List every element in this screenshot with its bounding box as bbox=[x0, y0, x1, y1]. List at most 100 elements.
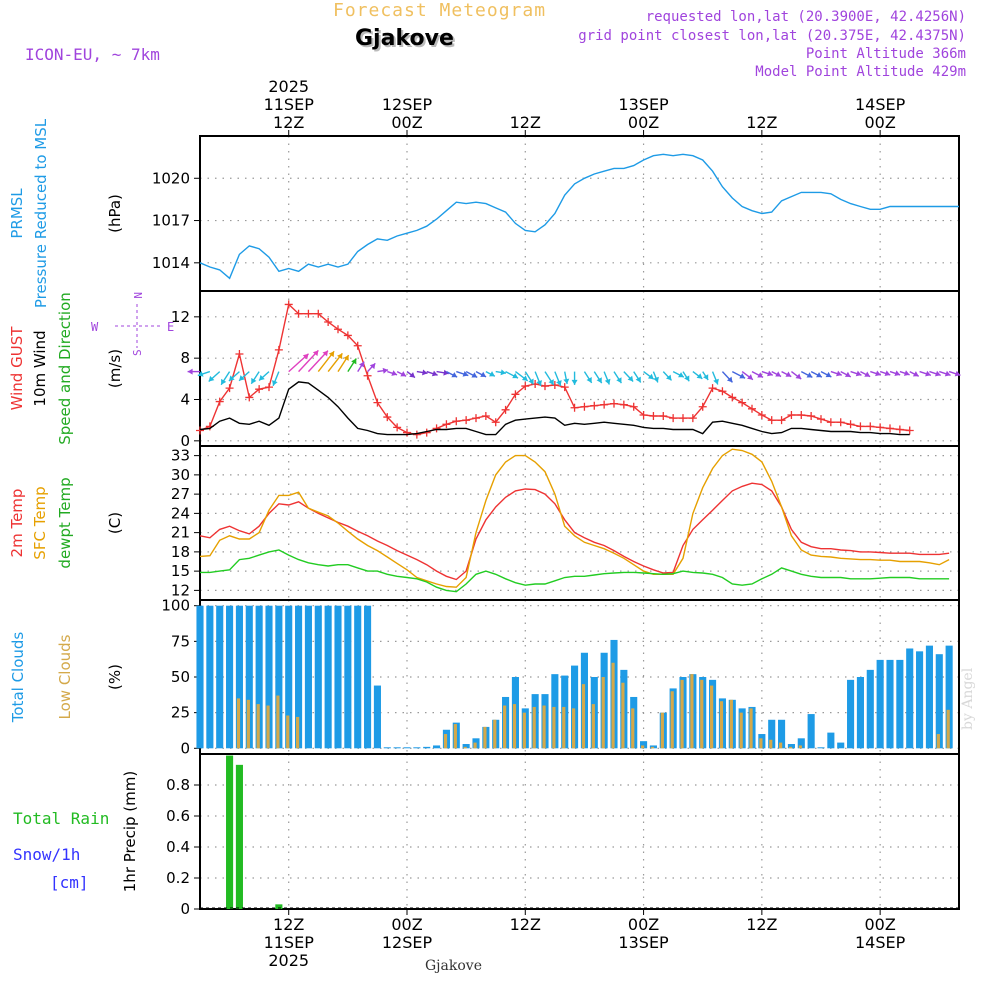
side-label: Low Clouds bbox=[56, 634, 74, 719]
total-cloud-bar bbox=[285, 605, 293, 749]
wind-arrow-head bbox=[302, 353, 309, 360]
gust-marker bbox=[748, 404, 756, 413]
wind-arrow-head bbox=[875, 370, 881, 377]
y-tick-label: 75 bbox=[171, 632, 190, 650]
total-cloud-bar bbox=[817, 747, 825, 749]
wind-arrow-head bbox=[443, 369, 449, 376]
y-tick-label: 0.6 bbox=[166, 807, 190, 825]
total-cloud-bar bbox=[778, 719, 786, 749]
low-cloud-bar bbox=[296, 716, 300, 749]
x-tick-label-top: 12SEP bbox=[382, 95, 433, 114]
wind-arrow-head bbox=[400, 371, 407, 377]
total-cloud-bar bbox=[876, 659, 884, 749]
model-label: ICON-EU, ~ 7km bbox=[25, 45, 160, 64]
wind-arrow-head bbox=[328, 351, 335, 358]
gust-marker bbox=[600, 400, 609, 409]
wind-arrow-head bbox=[684, 375, 690, 382]
total-cloud-bar bbox=[640, 741, 648, 749]
low-cloud-bar bbox=[621, 682, 625, 749]
x-tick-label-bottom: 12Z bbox=[510, 915, 541, 934]
wind-arrow-head bbox=[359, 361, 365, 368]
gust-marker bbox=[284, 300, 293, 309]
x-tick-label-top: 13SEP bbox=[618, 95, 669, 114]
wind-arrow-head bbox=[954, 370, 961, 377]
low-cloud-bar bbox=[670, 691, 674, 749]
series-line-10m-wind bbox=[199, 381, 910, 436]
total-cloud-bar bbox=[196, 605, 204, 749]
total-cloud-bar bbox=[373, 685, 381, 749]
wind-arrow-head bbox=[795, 373, 802, 380]
side-label: PRMSL bbox=[8, 188, 26, 239]
low-cloud-bar bbox=[739, 712, 743, 749]
low-cloud-bar bbox=[581, 684, 586, 749]
wind-arrow-head bbox=[369, 363, 376, 370]
wind-arrow-head bbox=[739, 373, 746, 379]
low-cloud-bar bbox=[493, 719, 497, 749]
y-tick-label: 25 bbox=[171, 704, 190, 722]
x-tick-label-top: 00Z bbox=[864, 113, 895, 132]
gust-marker bbox=[570, 403, 579, 412]
side-label: Snow/1h bbox=[13, 845, 80, 864]
requested-coords: requested lon,lat (20.3900E, 42.4256N) bbox=[645, 9, 966, 25]
total-cloud-bar bbox=[344, 605, 352, 749]
y-axis-label: (m/s) bbox=[106, 349, 124, 388]
series-line-sfc-temp bbox=[199, 448, 950, 588]
y-tick-label: 12 bbox=[171, 308, 190, 326]
x-tick-label-bottom: 00Z bbox=[628, 915, 659, 934]
total-cloud-bar bbox=[797, 738, 805, 749]
gust-marker bbox=[846, 420, 855, 429]
wind-arrow-head bbox=[548, 379, 554, 386]
gust-marker bbox=[343, 331, 352, 340]
wind-arrow-head bbox=[903, 370, 910, 376]
y-axis-label: (%) bbox=[106, 664, 124, 690]
wind-arrow-head bbox=[825, 371, 832, 378]
total-cloud-bar bbox=[423, 746, 431, 749]
y-tick-label: 100 bbox=[161, 597, 190, 615]
gust-marker bbox=[777, 416, 786, 425]
gust-marker bbox=[698, 402, 707, 411]
wind-arrow-head bbox=[322, 350, 328, 357]
wind-arrow-head bbox=[713, 378, 719, 385]
location-title: Gjakove bbox=[355, 26, 454, 51]
y-axis-label: 1hr Precip (mm) bbox=[121, 771, 139, 892]
series-line-prmsl bbox=[199, 153, 959, 280]
gust-marker bbox=[757, 411, 766, 419]
side-label: 2m Temp bbox=[8, 489, 26, 558]
compass-north: N bbox=[131, 292, 144, 299]
gust-marker bbox=[590, 401, 599, 410]
total-cloud-bar bbox=[383, 747, 391, 749]
gust-marker bbox=[767, 416, 776, 425]
side-label: Total Rain bbox=[13, 809, 109, 828]
gust-marker bbox=[393, 423, 402, 432]
y-tick-label: 33 bbox=[171, 447, 190, 465]
gust-marker bbox=[669, 414, 678, 423]
low-cloud-bar bbox=[650, 746, 655, 749]
y-tick-label: 21 bbox=[171, 524, 190, 542]
wind-arrow-head bbox=[480, 371, 487, 377]
low-cloud-bar bbox=[562, 706, 566, 749]
low-cloud-bar bbox=[660, 712, 664, 749]
wind-arrow-head bbox=[556, 380, 562, 386]
total-cloud-bar bbox=[403, 747, 411, 749]
total-cloud-bar bbox=[265, 605, 273, 749]
compass-cross bbox=[115, 304, 160, 348]
gust-marker bbox=[265, 383, 273, 392]
gust-marker bbox=[501, 405, 510, 414]
low-cloud-bar bbox=[256, 704, 260, 749]
y-tick-label: 12 bbox=[171, 581, 190, 599]
wind-arrow-head bbox=[616, 377, 622, 384]
low-cloud-bar bbox=[246, 699, 250, 749]
y-tick-label: 1017 bbox=[152, 212, 190, 230]
gust-marker bbox=[738, 398, 747, 407]
side-label: SFC Temp bbox=[31, 486, 49, 559]
series-line-dewpt-temp bbox=[200, 549, 950, 593]
low-cloud-bar bbox=[532, 706, 536, 749]
y-tick-label: 0.2 bbox=[166, 869, 190, 887]
y-axis-label: (hPa) bbox=[106, 194, 124, 233]
gust-marker bbox=[235, 350, 244, 359]
total-cloud-bar bbox=[866, 669, 874, 749]
wind-arrow-head bbox=[536, 380, 542, 386]
gust-marker bbox=[225, 384, 234, 393]
gust-marker bbox=[718, 387, 727, 396]
y-tick-label: 8 bbox=[180, 349, 190, 367]
